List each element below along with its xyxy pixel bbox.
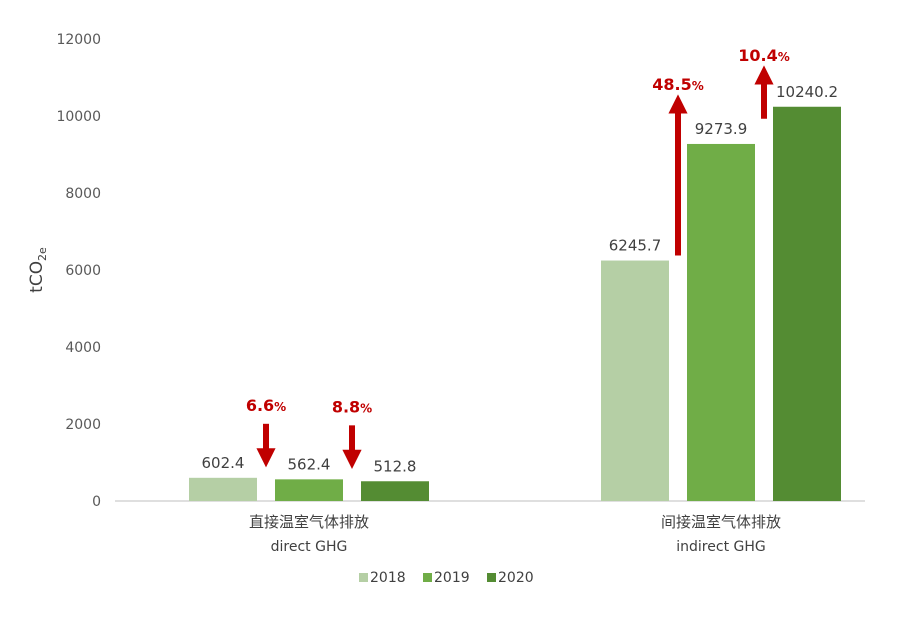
bar-2020-indirect [773,106,841,502]
bar-2019-direct [275,479,343,501]
legend: 2018 2019 2020 [359,570,534,586]
x-axis-categories: 直接温室气体排放 direct GHG 间接温室气体排放 indirect GHG [249,513,781,555]
change-percent-label: 6.6% [246,396,286,415]
y-tick-label: 8000 [65,186,101,202]
value-labels: 602.4 6245.7 562.4 9273.9 512.8 10240.2 [202,83,838,476]
data-label: 10240.2 [776,83,838,101]
legend-label: 2019 [434,570,470,586]
legend-swatch-2018 [359,573,368,582]
data-label: 602.4 [202,454,245,472]
bar-2018-direct [189,477,257,501]
y-tick-label: 10000 [56,109,101,125]
bar-2018-indirect [601,260,669,501]
data-label: 512.8 [374,457,417,475]
bars [189,106,841,502]
change-percent-label: 10.4% [738,46,790,65]
y-tick-label: 6000 [65,263,101,279]
y-tick-label: 12000 [56,32,101,48]
bar-2019-indirect [687,143,755,502]
category-label-zh: 直接温室气体排放 [249,513,369,531]
category-label-zh: 间接温室气体排放 [661,513,781,531]
y-tick-label: 4000 [65,340,101,356]
change-percent-label: 8.8% [332,397,372,416]
y-axis: 0 2000 4000 6000 8000 10000 12000 [56,32,101,510]
change-percent-label: 48.5% [652,75,704,94]
y-tick-label: 2000 [65,417,101,433]
category-label-en: indirect GHG [676,539,765,555]
data-label: 9273.9 [695,120,748,138]
legend-label: 2018 [370,570,406,586]
bar-2020-direct [361,481,429,501]
y-axis-label: tCO2e [27,247,49,293]
change-arrows: 6.6% 8.8% 48.5% 10.4% [246,46,790,469]
y-tick-label: 0 [92,494,101,510]
legend-label: 2020 [498,570,534,586]
legend-swatch-2019 [423,573,432,582]
legend-swatch-2020 [487,573,496,582]
data-label: 562.4 [288,455,331,473]
data-label: 6245.7 [609,237,662,255]
category-label-en: direct GHG [271,539,348,555]
